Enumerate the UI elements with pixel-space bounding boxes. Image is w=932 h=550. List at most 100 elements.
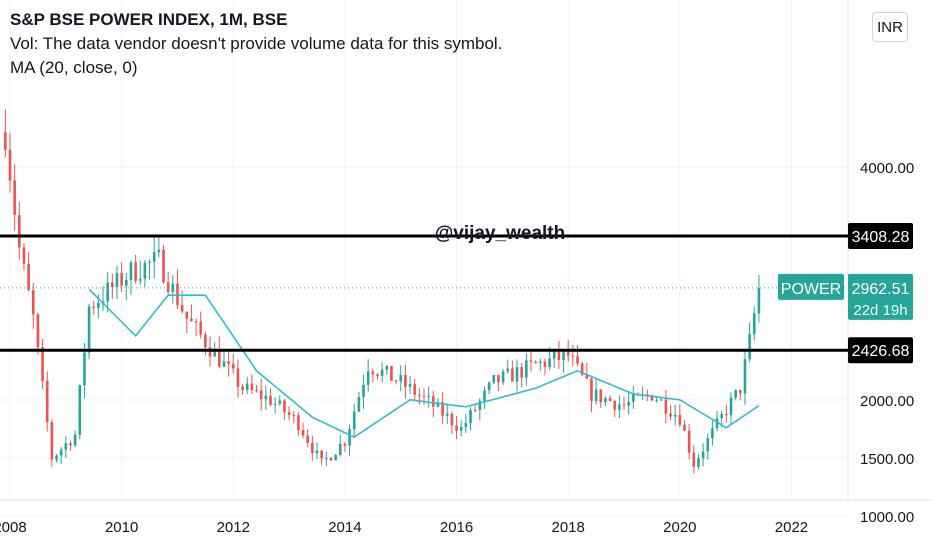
candle-body xyxy=(222,361,226,367)
candle-body xyxy=(441,402,444,416)
candle-body xyxy=(599,389,603,403)
candle-body xyxy=(148,261,151,263)
candle-body xyxy=(101,301,105,303)
moving-average-line xyxy=(88,288,760,439)
candle-body xyxy=(455,425,458,431)
candle-body xyxy=(315,450,319,454)
candle-body xyxy=(143,262,147,279)
bar-countdown-label: 22d 19h xyxy=(853,302,907,319)
candle-body xyxy=(501,371,505,383)
y-tick-label: 2000.00 xyxy=(860,393,914,410)
x-tick-label: 2018 xyxy=(552,519,585,536)
candle-body xyxy=(55,455,58,460)
candle-body xyxy=(255,390,258,392)
x-tick-label: 2016 xyxy=(440,519,473,536)
candle-body xyxy=(297,415,300,431)
currency-badge[interactable]: INR xyxy=(872,12,908,42)
candle-body xyxy=(576,356,579,364)
candle-body xyxy=(138,278,142,281)
candle-body xyxy=(362,384,365,397)
candle-body xyxy=(645,394,649,396)
candle-body xyxy=(697,458,700,467)
candle-body xyxy=(390,366,393,381)
candle-body xyxy=(706,438,710,452)
candle-body xyxy=(529,360,533,362)
candle-body xyxy=(273,403,277,405)
candle-body xyxy=(325,457,328,459)
candle-body xyxy=(711,428,714,439)
candle-body xyxy=(557,351,561,361)
candle-body xyxy=(562,351,565,361)
chart-title: S&P BSE POWER INDEX, 1M, BSE xyxy=(10,10,288,29)
candle-body xyxy=(218,349,221,367)
candle-body xyxy=(111,282,114,288)
candle-body xyxy=(511,368,514,382)
candle-body xyxy=(194,321,198,323)
candle-body xyxy=(176,283,179,306)
candle-body xyxy=(180,305,184,312)
candle-body xyxy=(752,313,756,335)
candle-body xyxy=(548,358,551,367)
candle-body xyxy=(464,423,468,427)
candle-body xyxy=(492,375,496,383)
candle-body xyxy=(366,371,370,385)
candle-body xyxy=(343,443,347,446)
candle-body xyxy=(739,390,742,394)
candle-body xyxy=(422,395,426,397)
candle-body xyxy=(664,399,668,414)
candle-body xyxy=(538,361,542,364)
candle-body xyxy=(311,442,314,454)
candle-body xyxy=(4,132,7,150)
indicator-label[interactable]: MA (20, close, 0) xyxy=(10,58,138,77)
candle-body xyxy=(83,352,86,386)
candle-body xyxy=(650,395,654,401)
candle-body xyxy=(301,430,305,436)
candle-body xyxy=(520,367,523,378)
candle-body xyxy=(552,351,556,359)
y-tick-label: 1500.00 xyxy=(860,451,914,468)
candle-body xyxy=(497,375,500,383)
candle-body xyxy=(590,378,593,402)
candle-body xyxy=(227,361,230,364)
candle-body xyxy=(692,452,696,467)
candle-body xyxy=(515,367,519,382)
candle-body xyxy=(418,394,421,396)
candle-body xyxy=(478,400,482,411)
candle-body xyxy=(152,252,156,262)
candle-body xyxy=(166,282,170,292)
candle-body xyxy=(213,349,216,357)
candle-body xyxy=(604,398,607,403)
candle-body xyxy=(50,421,54,460)
candle-body xyxy=(204,334,207,348)
candle-body xyxy=(566,351,570,356)
candle-body xyxy=(208,347,212,357)
last-price-label: 2962.51 xyxy=(852,281,910,298)
candle-body xyxy=(78,385,82,435)
candle-body xyxy=(157,249,161,253)
candle-body xyxy=(64,443,68,450)
level-price-label: 2426.68 xyxy=(852,343,910,360)
candle-body xyxy=(27,263,30,291)
candle-body xyxy=(134,262,137,281)
candle-body xyxy=(618,404,621,410)
candle-body xyxy=(622,404,626,406)
candle-body xyxy=(22,247,26,264)
candle-body xyxy=(41,347,44,381)
level-price-tag xyxy=(848,223,913,250)
candle-body xyxy=(450,413,454,426)
candle-body xyxy=(534,361,537,364)
candle-body xyxy=(427,396,430,398)
candle-body xyxy=(459,426,463,431)
candle-body xyxy=(394,380,398,382)
candle-body xyxy=(269,395,272,405)
candle-body xyxy=(757,287,761,314)
x-tick-label: 2012 xyxy=(217,519,250,536)
candle-body xyxy=(594,389,598,402)
candle-body xyxy=(45,380,49,422)
watermark-label: @vijay_wealth xyxy=(435,223,565,244)
candle-body xyxy=(632,394,635,402)
candle-body xyxy=(320,450,323,459)
candle-body xyxy=(287,412,291,416)
candle-body xyxy=(185,311,189,319)
